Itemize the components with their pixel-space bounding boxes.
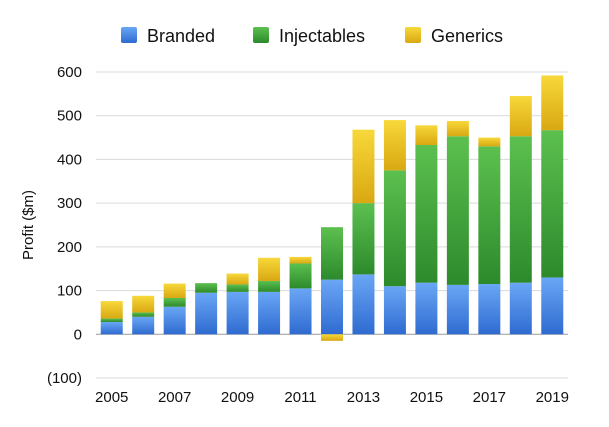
bar-stack-2011 (289, 256, 312, 335)
bar-stack-2007 (163, 283, 186, 335)
bar-injectables-2010 (258, 280, 281, 292)
bar-injectables-2012 (321, 227, 343, 280)
bar-stack-2006 (132, 295, 155, 335)
bar-injectables-2005 (100, 318, 123, 323)
bar-injectables-2011 (289, 263, 312, 289)
bar-branded-2019 (541, 277, 564, 335)
x-tick-label: 2009 (221, 389, 254, 406)
bar-injectables-2013 (352, 203, 375, 275)
bar-generics-2006 (132, 295, 155, 313)
bar-stack-2012 (321, 227, 343, 341)
bar-stack-2013 (352, 129, 375, 335)
bar-branded-2013 (352, 274, 375, 335)
bar-injectables-2009 (226, 284, 249, 292)
bar-generics-2012 (321, 334, 343, 341)
bar-branded-2010 (258, 291, 281, 335)
legend-label: Generics (431, 26, 503, 46)
y-tick-label: 200 (57, 239, 82, 256)
y-tick-label: 0 (74, 326, 82, 343)
y-tick-label: 100 (57, 283, 82, 300)
bar-branded-2016 (446, 284, 469, 335)
bar-branded-2018 (509, 282, 532, 335)
bar-injectables-2014 (383, 170, 406, 287)
bar-branded-2011 (289, 288, 312, 335)
bar-generics-2014 (383, 120, 406, 171)
y-tick-label: 600 (57, 64, 82, 81)
x-axis: 2005 2007 2009 2011 2013 2015 2017 2019 (95, 389, 569, 406)
legend-swatch (121, 27, 137, 43)
legend-swatch (405, 27, 421, 43)
bar-injectables-2018 (509, 136, 532, 283)
legend: Branded Injectables Generics (121, 26, 503, 46)
legend-item-branded: Branded (121, 26, 215, 46)
x-tick-label: 2007 (158, 389, 191, 406)
bar-generics-2010 (258, 257, 281, 281)
bar-generics-2013 (352, 129, 375, 204)
bar-generics-2016 (446, 120, 469, 137)
bar-stack-2019 (541, 75, 564, 335)
bar-branded-2009 (226, 291, 249, 335)
bar-generics-2005 (100, 301, 123, 319)
bar-branded-2017 (478, 284, 501, 335)
bar-stack-2009 (226, 273, 249, 335)
bar-injectables-2019 (541, 130, 564, 278)
bar-generics-2019 (541, 75, 564, 131)
bar-generics-2009 (226, 273, 249, 285)
y-axis-title: Profit ($m) (20, 190, 37, 260)
bar-stack-2008 (195, 283, 218, 335)
bar-stack-2014 (383, 120, 406, 335)
bar-branded-2015 (415, 282, 438, 335)
x-tick-label: 2017 (473, 389, 506, 406)
bar-injectables-2007 (163, 298, 186, 307)
bar-branded-2006 (132, 316, 155, 335)
bar-generics-2011 (289, 256, 312, 264)
y-axis: (100) 0 100 200 300 400 500 600 (47, 64, 82, 387)
bar-injectables-2006 (132, 312, 155, 317)
x-tick-label: 2015 (410, 389, 443, 406)
legend-label: Branded (147, 26, 215, 46)
bar-branded-2007 (163, 306, 186, 335)
legend-item-generics: Generics (405, 26, 503, 46)
bar-branded-2005 (100, 322, 123, 335)
bar-branded-2008 (195, 292, 218, 335)
bar-branded-2014 (383, 286, 406, 335)
legend-item-injectables: Injectables (253, 26, 365, 46)
bar-generics-2017 (478, 137, 501, 147)
bar-stack-2018 (509, 96, 532, 335)
bar-stack-2016 (446, 120, 469, 335)
bar-stack-2015 (415, 125, 438, 335)
legend-swatch (253, 27, 269, 43)
y-tick-label: (100) (47, 370, 82, 387)
bar-generics-2007 (163, 283, 186, 299)
x-tick-label: 2011 (284, 389, 316, 406)
bar-injectables-2015 (415, 145, 438, 283)
x-tick-label: 2019 (536, 389, 569, 406)
bars (100, 75, 564, 341)
x-tick-label: 2013 (347, 389, 380, 406)
bar-injectables-2008 (195, 283, 218, 293)
bar-stack-2005 (100, 301, 123, 335)
bar-generics-2018 (509, 96, 532, 137)
y-tick-label: 500 (57, 108, 82, 125)
x-tick-label: 2005 (95, 389, 128, 406)
bar-generics-2015 (415, 125, 438, 146)
legend-label: Injectables (279, 26, 365, 46)
y-tick-label: 400 (57, 151, 82, 168)
bar-injectables-2016 (446, 136, 469, 285)
bar-stack-2010 (258, 257, 281, 335)
bar-branded-2012 (321, 279, 343, 335)
bar-injectables-2017 (478, 146, 501, 285)
y-tick-label: 300 (57, 195, 82, 212)
bar-stack-2017 (478, 137, 501, 335)
